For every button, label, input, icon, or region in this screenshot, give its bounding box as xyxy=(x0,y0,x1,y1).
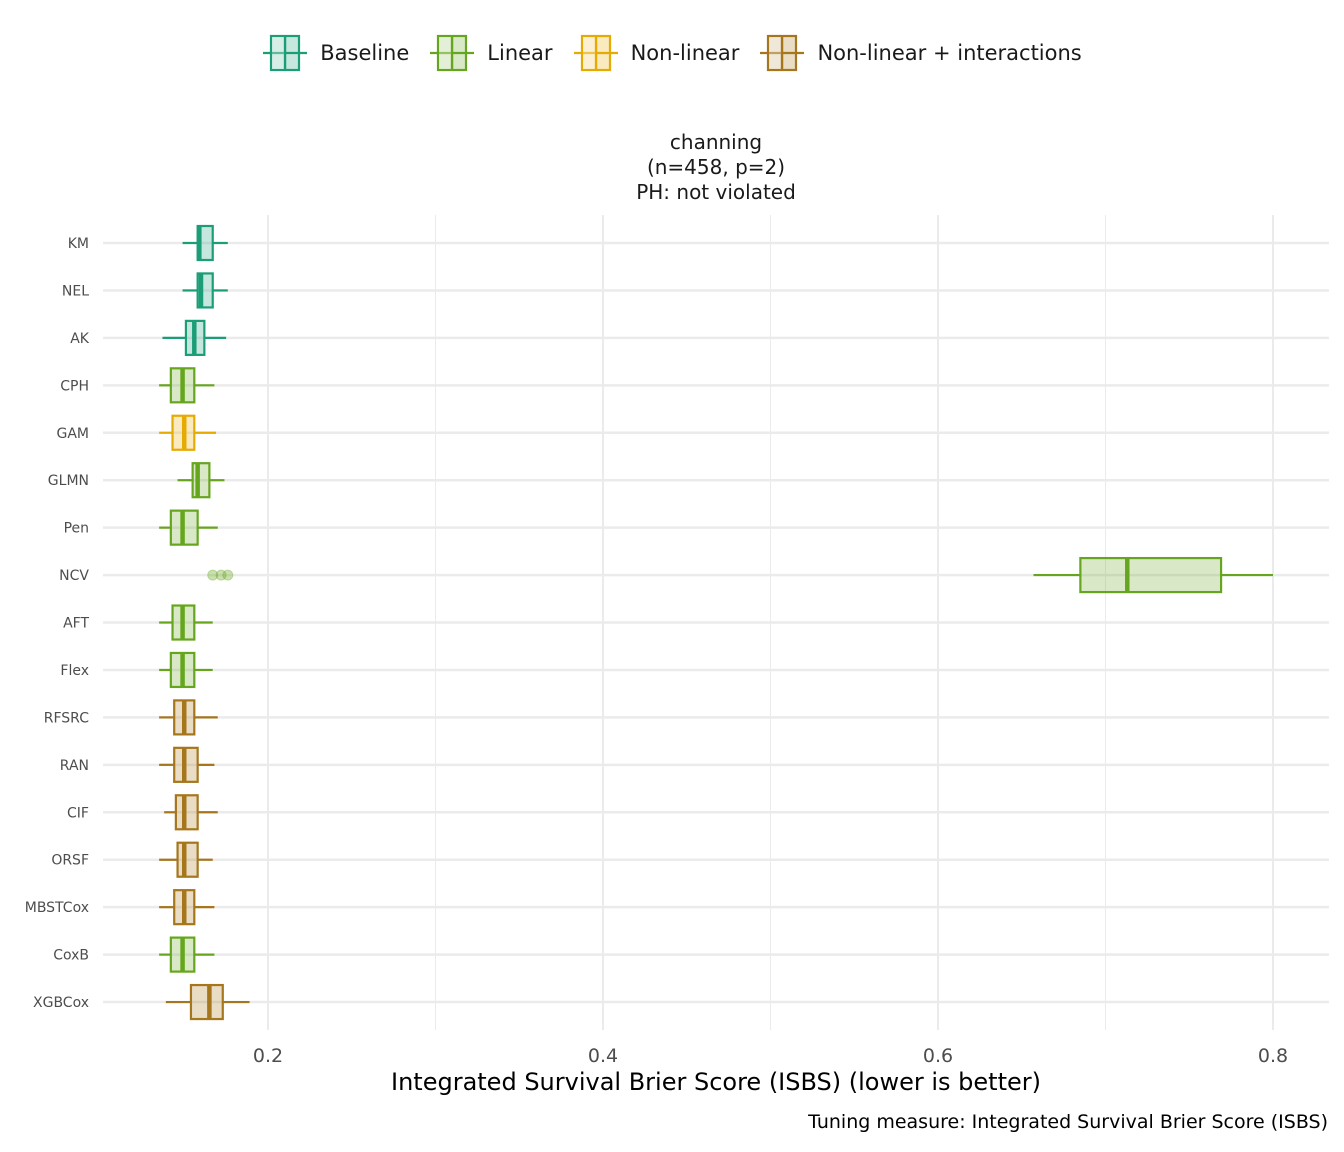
box-pen xyxy=(159,509,218,546)
y-tick-label: RFSRC xyxy=(44,710,89,726)
legend-key-icon xyxy=(429,34,475,72)
legend: Baseline Linear Non-linear Non-linear + … xyxy=(0,34,1344,72)
y-tick-label: Flex xyxy=(60,663,89,679)
legend-key-icon xyxy=(759,34,805,72)
y-tick-label: GLMN xyxy=(48,473,89,489)
legend-item-non-linear: Non-linear xyxy=(573,34,740,72)
y-tick-label: AK xyxy=(70,331,90,347)
x-tick-label: 0.6 xyxy=(923,1045,953,1067)
x-axis-labels: 0.2 0.4 0.6 0.8 xyxy=(253,1045,1288,1067)
outlier-point xyxy=(222,569,234,581)
legend-label: Non-linear xyxy=(630,41,740,65)
x-tick-label: 0.4 xyxy=(588,1045,618,1067)
legend-item-baseline: Baseline xyxy=(262,34,409,72)
outlier-point xyxy=(215,569,227,581)
legend-item-non-linear-interactions: Non-linear + interactions xyxy=(759,34,1082,72)
y-tick-label: ORSF xyxy=(51,853,89,869)
legend-box-glyph xyxy=(760,34,805,72)
strip-line-2: (n=458, p=2) xyxy=(646,155,786,179)
grid xyxy=(103,215,1329,1030)
y-tick-label: GAM xyxy=(56,426,89,442)
legend-label: Non-linear + interactions xyxy=(817,41,1082,65)
legend-box-glyph xyxy=(430,34,475,72)
y-tick-label: CPH xyxy=(60,378,89,394)
box-iqr xyxy=(176,841,199,878)
box-ran xyxy=(159,746,215,783)
y-tick-label: NEL xyxy=(62,283,89,299)
outlier-point xyxy=(207,569,219,581)
box-cph xyxy=(159,367,215,404)
box-xgbcox xyxy=(165,983,250,1021)
y-tick-label: Pen xyxy=(64,521,89,537)
box-coxb xyxy=(159,936,215,973)
box-km xyxy=(182,224,228,262)
x-tick-label: 0.2 xyxy=(253,1045,283,1067)
y-tick-label: MBSTCox xyxy=(25,900,89,916)
box-mbstcox xyxy=(159,889,215,926)
y-tick-label: RAN xyxy=(60,758,89,774)
box-iqr xyxy=(1079,556,1223,594)
facet-strip-title: channing (n=458, p=2) PH: not violated xyxy=(103,130,1329,205)
box-ncv xyxy=(207,556,1273,594)
box-flex xyxy=(159,651,213,689)
box-gam xyxy=(159,414,217,451)
caption: Tuning measure: Integrated Survival Brie… xyxy=(808,1111,1328,1133)
box-aft xyxy=(159,604,213,641)
box-iqr xyxy=(191,462,211,499)
y-axis-labels: KM NEL AK CPH GAM GLMN Pen NCV AFT Flex RFSRC RAN CI… xyxy=(25,236,90,1011)
strip-line-1: channing xyxy=(669,130,763,154)
strip-line-3: PH: not violated xyxy=(636,180,796,204)
legend-label: Linear xyxy=(487,41,553,65)
box-nel xyxy=(182,272,228,309)
box-glmn xyxy=(177,462,225,499)
legend-box-glyph xyxy=(263,34,308,72)
boxes xyxy=(159,224,1273,1021)
y-tick-label: CIF xyxy=(67,805,89,821)
legend-key-icon xyxy=(262,34,308,72)
y-tick-label: CoxB xyxy=(53,948,89,964)
box-rfsrc xyxy=(159,699,218,736)
box-iqr xyxy=(174,794,199,831)
legend-item-linear: Linear xyxy=(429,34,553,72)
x-axis-title: Integrated Survival Brier Score (ISBS) (… xyxy=(391,1068,1041,1096)
box-orsf xyxy=(159,841,213,878)
box-ak xyxy=(162,319,227,356)
y-tick-label: KM xyxy=(68,236,89,252)
box-cif xyxy=(164,794,218,831)
y-tick-label: AFT xyxy=(63,616,89,632)
x-tick-label: 0.8 xyxy=(1258,1045,1288,1067)
legend-box-glyph xyxy=(573,34,618,72)
y-tick-label: XGBCox xyxy=(33,995,89,1011)
box-iqr xyxy=(189,983,224,1021)
legend-label: Baseline xyxy=(320,41,410,65)
y-tick-label: NCV xyxy=(59,568,89,584)
legend-key-icon xyxy=(573,34,619,72)
